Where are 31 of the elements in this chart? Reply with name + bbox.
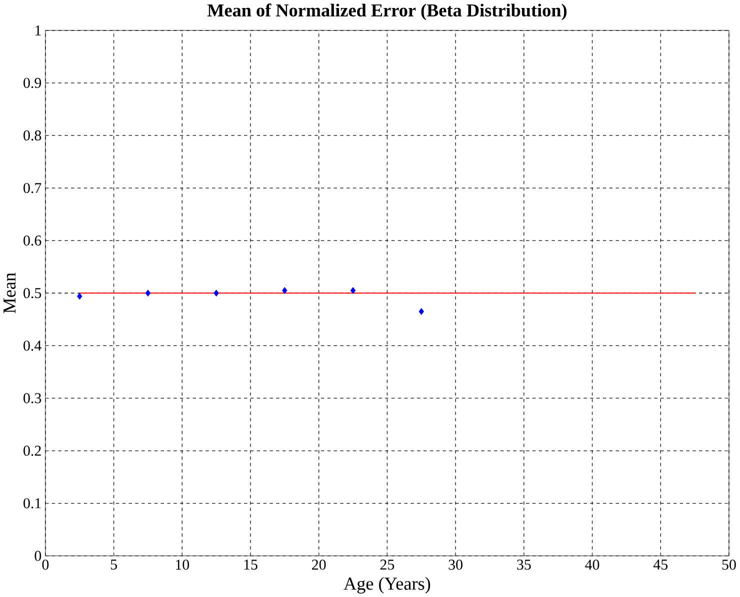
x-tick-label: 0: [42, 560, 49, 570]
y-tick-label: 0.5: [24, 288, 42, 298]
y-tick-label: 0.3: [24, 393, 42, 404]
y-tick-label: 0: [34, 550, 42, 561]
y-axis-title: Mean: [4, 272, 16, 314]
y-tick-label: 0.2: [24, 446, 41, 456]
point: [418, 308, 424, 315]
x-axis-title: Age (Years): [344, 576, 430, 594]
x-tick-label: 10: [176, 560, 190, 570]
x-tick-label: 40: [585, 560, 600, 570]
point: [350, 287, 356, 294]
point: [214, 290, 219, 296]
y-tick-label: 0.4: [24, 340, 42, 351]
x-tick-label: 35: [517, 560, 531, 570]
chart-title: Mean of Normalized Error (Beta Distribution): [207, 3, 566, 20]
y-tick-label: 0.7: [24, 182, 42, 194]
point: [145, 290, 151, 296]
x-tick-label: 45: [653, 560, 668, 570]
y-tick-label: 0.9: [24, 78, 42, 88]
y-tick-label: 0.1: [24, 498, 41, 508]
y-tick-label: 0.6: [24, 235, 42, 246]
x-tick-label: 20: [312, 560, 326, 570]
y-tick-label: 0.8: [24, 130, 42, 140]
y-tick-label: 1: [35, 25, 41, 36]
point: [282, 287, 288, 294]
point: [76, 292, 82, 300]
x-tick-label: 15: [244, 560, 258, 570]
x-tick-label: 50: [722, 560, 736, 570]
x-tick-label: 25: [380, 560, 394, 570]
x-tick-label: 30: [448, 560, 462, 570]
x-tick-label: 5: [110, 560, 117, 570]
